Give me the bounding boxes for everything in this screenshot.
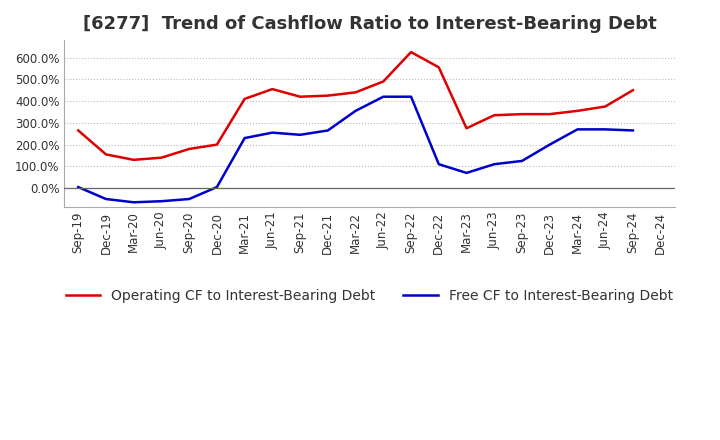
Legend: Operating CF to Interest-Bearing Debt, Free CF to Interest-Bearing Debt: Operating CF to Interest-Bearing Debt, F… [60, 283, 679, 308]
Operating CF to Interest-Bearing Debt [490, 113, 498, 118]
Title: [6277]  Trend of Cashflow Ratio to Interest-Bearing Debt: [6277] Trend of Cashflow Ratio to Intere… [83, 15, 657, 33]
Free CF to Interest-Bearing Debt [130, 200, 138, 205]
Operating CF to Interest-Bearing Debt [268, 86, 276, 92]
Free CF to Interest-Bearing Debt [601, 127, 610, 132]
Free CF to Interest-Bearing Debt [268, 130, 276, 135]
Line: Free CF to Interest-Bearing Debt: Free CF to Interest-Bearing Debt [78, 97, 633, 202]
Operating CF to Interest-Bearing Debt [323, 93, 332, 98]
Free CF to Interest-Bearing Debt [546, 142, 554, 147]
Operating CF to Interest-Bearing Debt [629, 88, 637, 93]
Free CF to Interest-Bearing Debt [157, 198, 166, 204]
Operating CF to Interest-Bearing Debt [518, 111, 526, 117]
Free CF to Interest-Bearing Debt [573, 127, 582, 132]
Free CF to Interest-Bearing Debt [296, 132, 305, 137]
Free CF to Interest-Bearing Debt [490, 161, 498, 167]
Free CF to Interest-Bearing Debt [379, 94, 387, 99]
Free CF to Interest-Bearing Debt [518, 158, 526, 164]
Operating CF to Interest-Bearing Debt [462, 126, 471, 131]
Free CF to Interest-Bearing Debt [212, 184, 221, 190]
Line: Operating CF to Interest-Bearing Debt: Operating CF to Interest-Bearing Debt [78, 52, 633, 160]
Operating CF to Interest-Bearing Debt [434, 65, 443, 70]
Free CF to Interest-Bearing Debt [74, 184, 83, 190]
Operating CF to Interest-Bearing Debt [240, 96, 249, 102]
Free CF to Interest-Bearing Debt [102, 196, 110, 202]
Free CF to Interest-Bearing Debt [434, 161, 443, 167]
Operating CF to Interest-Bearing Debt [379, 79, 387, 84]
Operating CF to Interest-Bearing Debt [407, 49, 415, 55]
Free CF to Interest-Bearing Debt [323, 128, 332, 133]
Operating CF to Interest-Bearing Debt [212, 142, 221, 147]
Operating CF to Interest-Bearing Debt [185, 147, 194, 152]
Free CF to Interest-Bearing Debt [629, 128, 637, 133]
Free CF to Interest-Bearing Debt [462, 170, 471, 176]
Free CF to Interest-Bearing Debt [240, 136, 249, 141]
Free CF to Interest-Bearing Debt [351, 108, 360, 114]
Operating CF to Interest-Bearing Debt [351, 90, 360, 95]
Operating CF to Interest-Bearing Debt [102, 152, 110, 157]
Operating CF to Interest-Bearing Debt [546, 111, 554, 117]
Operating CF to Interest-Bearing Debt [130, 157, 138, 162]
Operating CF to Interest-Bearing Debt [601, 104, 610, 109]
Free CF to Interest-Bearing Debt [185, 196, 194, 202]
Operating CF to Interest-Bearing Debt [74, 128, 83, 133]
Free CF to Interest-Bearing Debt [407, 94, 415, 99]
Operating CF to Interest-Bearing Debt [157, 155, 166, 160]
Operating CF to Interest-Bearing Debt [296, 94, 305, 99]
Operating CF to Interest-Bearing Debt [573, 108, 582, 114]
